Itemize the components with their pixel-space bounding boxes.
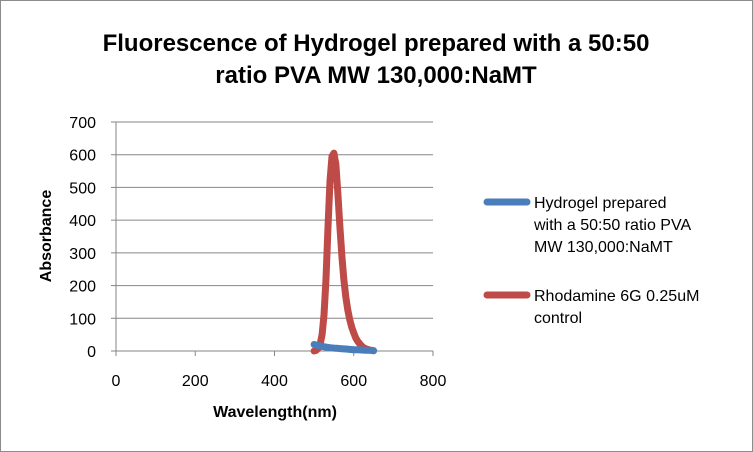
y-tick-label: 500	[69, 180, 96, 197]
chart-title-line-2: ratio PVA MW 130,000:NaMT	[215, 62, 537, 89]
data-point-hydrogel	[331, 345, 337, 351]
data-point-rhodamine	[345, 307, 351, 313]
data-point-rhodamine	[321, 312, 327, 318]
data-point-hydrogel	[359, 347, 365, 353]
y-tick-label: 600	[69, 148, 96, 165]
y-tick-label: 700	[69, 115, 96, 132]
y-tick-label: 100	[69, 311, 96, 328]
y-tick-label: 300	[69, 246, 96, 263]
data-point-hydrogel	[367, 347, 373, 353]
data-point-rhodamine	[343, 294, 349, 300]
y-tick-label: 400	[69, 213, 96, 230]
legend-label: with a 50:50 ratio PVA	[533, 217, 691, 234]
y-tick-label: 200	[69, 279, 96, 296]
x-axis-title: Wavelength(nm)	[213, 404, 337, 421]
axes	[115, 122, 434, 356]
data-point-rhodamine	[333, 162, 339, 168]
data-point-rhodamine	[327, 178, 333, 184]
data-point-hydrogel	[355, 347, 361, 353]
y-tick-label: 0	[87, 344, 96, 361]
data-point-rhodamine	[335, 191, 341, 197]
y-axis-title: Absorbance	[38, 190, 55, 283]
x-tick-label: 600	[340, 373, 367, 390]
data-point-rhodamine	[337, 224, 343, 230]
data-point-rhodamine	[347, 317, 353, 323]
data-point-hydrogel	[343, 346, 349, 352]
legend: Hydrogel prepared with a 50:50 ratio PVA M…	[483, 195, 699, 327]
data-point-hydrogel	[347, 346, 353, 352]
x-tick-label: 200	[182, 373, 209, 390]
data-point-rhodamine	[325, 224, 331, 230]
data-point-hydrogel	[351, 347, 357, 353]
gridlines	[111, 121, 433, 352]
data-point-hydrogel	[323, 344, 329, 350]
data-point-hydrogel	[339, 346, 345, 352]
data-point-rhodamine	[323, 276, 329, 282]
x-tick-label: 0	[112, 373, 121, 390]
data-point-rhodamine	[339, 253, 345, 259]
data-point-rhodamine	[351, 330, 357, 336]
x-tick-label: 800	[420, 373, 447, 390]
chart-title-line-1: Fluorescence of Hydrogel prepared with a…	[103, 30, 650, 57]
data-point-hydrogel	[319, 343, 325, 349]
data-point-hydrogel	[335, 345, 341, 351]
data-series	[310, 149, 378, 355]
legend-label: Hydrogel prepared	[534, 195, 667, 212]
legend-label: Rhodamine 6G 0.25uM	[534, 288, 699, 305]
data-point-rhodamine	[349, 324, 355, 330]
data-point-hydrogel	[327, 345, 333, 351]
data-point-hydrogel	[311, 341, 317, 347]
data-point-hydrogel	[315, 342, 321, 348]
data-point-rhodamine	[319, 332, 325, 338]
x-tick-label: 400	[261, 373, 288, 390]
data-point-rhodamine	[341, 276, 347, 282]
x-tick-labels: 0 200 400 600 800	[112, 373, 447, 390]
data-point-hydrogel	[371, 348, 377, 354]
y-tick-labels: 0 100 200 300 400 500 600 700	[69, 115, 96, 361]
legend-label: control	[534, 310, 582, 327]
legend-entry-hydrogel: Hydrogel prepared with a 50:50 ratio PVA M…	[483, 195, 691, 256]
legend-entry-rhodamine: Rhodamine 6G 0.25uM control	[483, 288, 699, 327]
data-point-rhodamine	[331, 150, 337, 156]
legend-label: MW 130,000:NaMT	[534, 239, 673, 256]
series-line-rhodamine	[310, 149, 378, 355]
data-point-hydrogel	[363, 347, 369, 353]
